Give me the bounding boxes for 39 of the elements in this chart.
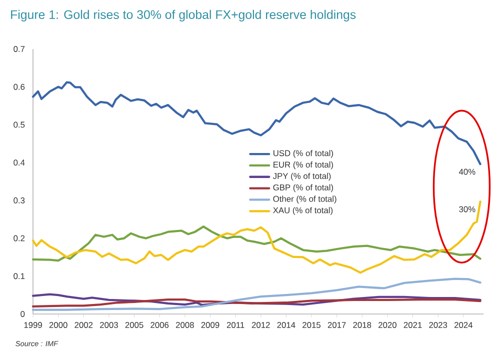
x-tick-label: 2020	[378, 322, 396, 328]
x-tick-label: 1999	[24, 322, 42, 328]
legend-label: XAU (% of total)	[273, 207, 333, 215]
x-tick-label: 2000	[49, 322, 68, 328]
chart-title: Figure 1: Gold rises to 30% of global FX+gold reserve holdings	[11, 10, 356, 22]
annotation: 30%	[459, 206, 476, 212]
x-tick-label: 2003	[100, 322, 118, 328]
line-series	[32, 293, 482, 306]
y-tick-label: 0.5	[14, 122, 25, 128]
x-tick-label: 2005	[125, 322, 144, 328]
y-tick-label: 0.1	[14, 273, 25, 280]
x-tick-label: 2006	[150, 322, 169, 328]
line-series	[32, 278, 482, 311]
y-tick-label: 0.3	[14, 197, 25, 204]
legend-label: EUR (% of total)	[274, 161, 334, 170]
x-tick-label: 2012	[252, 322, 270, 328]
x-tick-label: 2017	[328, 322, 346, 328]
x-tick-label: 2023	[429, 322, 448, 328]
line-series	[32, 225, 482, 262]
legend-label: GBP (% of total)	[273, 184, 334, 192]
x-tick-label: 2011	[226, 322, 244, 328]
y-tick-label: 0.4	[14, 160, 25, 166]
x-tick-label: 2008	[176, 322, 194, 328]
line-series	[32, 298, 482, 308]
x-tick-label: 2009	[201, 322, 220, 328]
x-tick-label: 2024	[454, 322, 473, 328]
x-tick-label: 2014	[277, 322, 296, 328]
y-tick-label: 0	[20, 311, 25, 317]
x-tick-label: 2002	[74, 322, 93, 328]
legend-label: Other (% of total)	[273, 196, 336, 204]
x-tick-label: 2018	[353, 322, 372, 328]
x-tick-label: 2015	[302, 322, 320, 328]
y-tick-label: 0.2	[14, 235, 25, 242]
legend-label: USD (% of total)	[274, 150, 334, 158]
y-tick-label: 0.7	[14, 46, 25, 52]
y-tick-label: 0.6	[14, 84, 25, 90]
annotation: 40%	[458, 168, 476, 175]
x-tick-label: 2021	[404, 322, 422, 328]
legend-label: JPY (% of total)	[272, 172, 331, 181]
